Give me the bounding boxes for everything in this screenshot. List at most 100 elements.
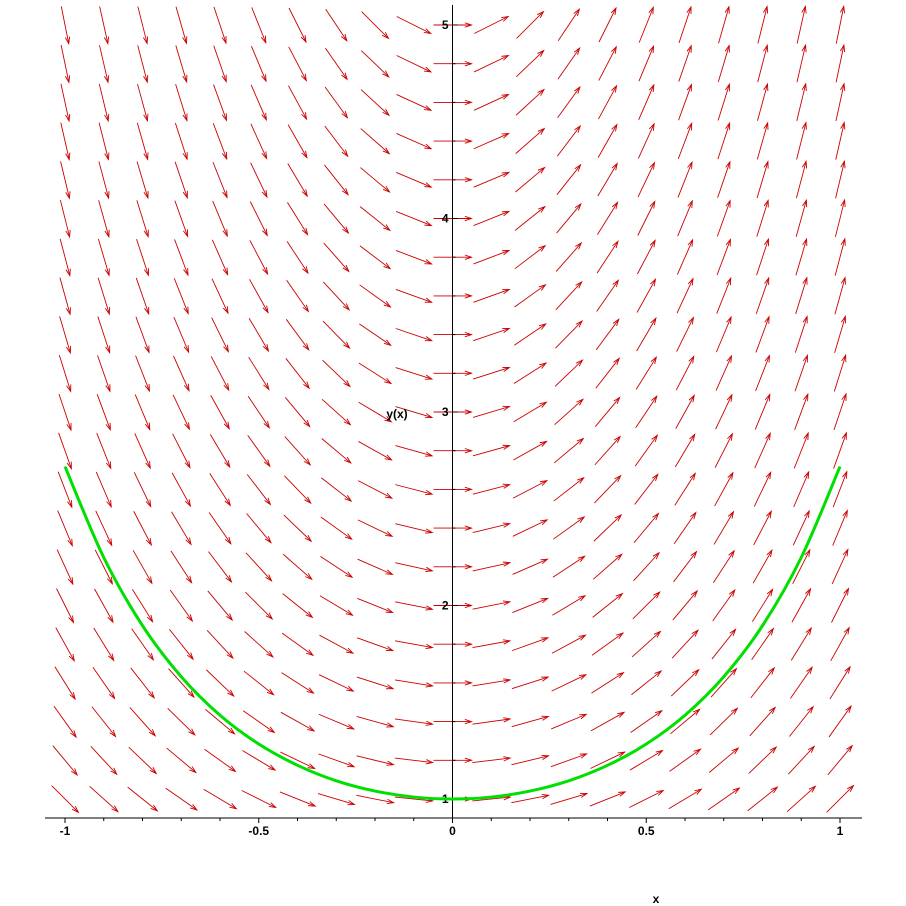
direction-arrow — [356, 637, 395, 652]
direction-arrow — [211, 278, 229, 315]
y-axis-label: y(x) — [386, 407, 407, 421]
direction-arrow — [212, 123, 228, 161]
direction-arrow — [54, 666, 76, 701]
direction-arrow — [794, 354, 808, 392]
direction-arrow — [794, 315, 808, 353]
direction-arrow — [634, 434, 659, 467]
direction-arrow — [552, 594, 587, 616]
direction-arrow — [135, 277, 150, 316]
direction-arrow — [512, 597, 549, 613]
axis-labels: x y(x) — [386, 407, 659, 906]
direction-arrow — [756, 160, 769, 199]
direction-arrow — [632, 591, 661, 620]
direction-arrow — [358, 401, 393, 423]
direction-arrow — [789, 705, 814, 737]
direction-arrow — [828, 704, 852, 738]
direction-arrow — [753, 509, 772, 546]
direction-arrow — [631, 670, 663, 696]
direction-arrow — [511, 676, 550, 690]
direction-arrow — [515, 88, 546, 116]
direction-arrow — [556, 124, 582, 157]
direction-arrow — [637, 161, 656, 198]
direction-arrow — [550, 792, 589, 805]
direction-arrow — [515, 166, 546, 193]
direction-arrow — [752, 588, 774, 622]
direction-arrow — [283, 514, 313, 543]
direction-arrow — [208, 551, 233, 584]
direction-arrow — [713, 510, 735, 545]
direction-arrow — [635, 355, 658, 390]
direction-arrow — [472, 717, 512, 725]
direction-arrow — [395, 367, 434, 380]
direction-arrow — [51, 785, 80, 814]
direction-arrow — [357, 519, 394, 537]
direction-arrow — [246, 513, 272, 544]
direction-arrow — [678, 83, 692, 121]
direction-arrow — [360, 89, 391, 117]
direction-arrow — [137, 6, 149, 45]
direction-arrow — [96, 432, 112, 470]
direction-arrow — [672, 589, 699, 621]
direction-arrow — [284, 436, 312, 466]
direction-arrow — [97, 238, 110, 277]
direction-arrow — [673, 511, 697, 544]
direction-arrow — [396, 172, 433, 188]
direction-arrow — [832, 509, 848, 546]
direction-arrow — [634, 473, 659, 505]
direction-arrow — [174, 122, 188, 161]
direction-arrow — [514, 205, 546, 231]
direction-arrow — [755, 315, 770, 353]
direction-arrow — [213, 84, 227, 122]
direction-arrow — [97, 355, 111, 393]
direction-arrow — [678, 44, 692, 82]
direction-arrow — [757, 43, 769, 83]
direction-arrow — [136, 122, 149, 161]
direction-arrow — [831, 587, 850, 623]
direction-arrow — [550, 753, 588, 768]
direction-arrow — [395, 445, 434, 457]
direction-arrow — [473, 288, 511, 303]
direction-arrow — [473, 54, 510, 73]
direction-arrow — [359, 284, 392, 308]
direction-arrow — [591, 632, 625, 656]
solution-curves — [63, 465, 842, 801]
direction-arrow — [396, 55, 433, 73]
direction-arrow — [318, 674, 355, 692]
direction-arrow — [245, 552, 273, 582]
direction-arrow — [472, 522, 512, 533]
direction-arrow — [512, 479, 549, 499]
direction-arrow — [97, 277, 110, 316]
direction-arrow — [552, 555, 586, 578]
direction-arrow — [638, 44, 655, 82]
direction-arrow — [136, 161, 149, 200]
direction-arrow — [831, 548, 849, 585]
direction-arrow — [553, 516, 586, 540]
direction-arrow — [203, 788, 238, 810]
direction-arrow — [394, 679, 434, 688]
direction-arrow — [511, 754, 550, 766]
direction-arrow — [472, 483, 512, 495]
direction-arrow — [207, 590, 234, 622]
direction-arrow — [833, 431, 847, 469]
direction-arrow — [633, 512, 660, 543]
direction-arrow — [637, 200, 656, 236]
y-tick-label: 3 — [442, 405, 449, 419]
direction-arrow — [835, 121, 846, 160]
direction-arrow — [472, 639, 512, 649]
direction-arrow — [513, 401, 548, 423]
direction-arrow — [135, 355, 150, 393]
direction-arrow — [796, 5, 807, 44]
direction-arrow — [321, 398, 352, 426]
direction-arrow — [208, 512, 232, 545]
direction-arrow — [395, 250, 433, 265]
direction-arrow — [674, 472, 697, 506]
direction-arrow — [324, 164, 349, 196]
direction-arrow — [395, 562, 434, 573]
direction-arrow — [59, 277, 71, 316]
direction-arrow — [287, 124, 308, 159]
direction-arrow — [137, 45, 149, 84]
direction-arrow — [834, 237, 846, 276]
direction-arrow — [795, 237, 808, 276]
x-tick-label: 0 — [449, 824, 456, 838]
